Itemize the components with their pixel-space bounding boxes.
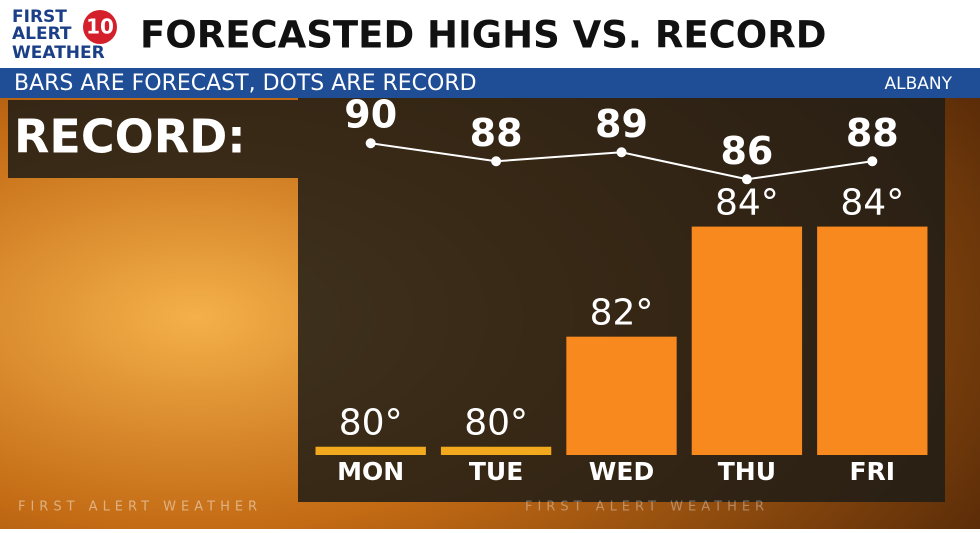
value-label: 80° (464, 403, 528, 444)
logo-number: 10 (86, 15, 114, 39)
value-label: 84° (715, 183, 779, 224)
logo-text: ALERT (12, 24, 72, 44)
x-tick-label: WED (589, 457, 654, 486)
record-dot (365, 138, 376, 149)
logo-text: WEATHER (12, 43, 105, 63)
bar (440, 446, 552, 455)
watermark: FIRST ALERT WEATHER (18, 500, 262, 515)
record-dot (616, 147, 627, 158)
bar (315, 446, 426, 455)
record-label-box (8, 100, 298, 178)
chart-title: FORECASTED HIGHS VS. RECORD (140, 14, 826, 57)
record-label: 88 (470, 111, 523, 155)
subtitle-bar (0, 68, 980, 98)
value-label: 84° (840, 183, 904, 224)
record-label: 90 (344, 93, 397, 137)
x-tick-label: MON (337, 457, 404, 486)
watermark: FIRST ALERT WEATHER (525, 500, 769, 515)
location: ALBANY (885, 74, 953, 94)
header-bar (0, 0, 980, 68)
record-label: 86 (720, 129, 773, 173)
bar (817, 226, 928, 455)
record-dot (867, 156, 878, 167)
logo-text: FIRST (12, 7, 67, 27)
x-tick-label: FRI (849, 457, 895, 486)
record-label: 88 (846, 111, 899, 155)
x-tick-label: TUE (469, 457, 523, 486)
record-label: RECORD: (14, 110, 246, 164)
x-tick-label: THU (718, 457, 776, 486)
bar (566, 336, 677, 455)
value-label: 80° (339, 403, 403, 444)
record-dot (741, 174, 752, 185)
record-dot (491, 156, 502, 167)
bar (691, 226, 803, 455)
record-label: 89 (595, 102, 648, 146)
subtitle: BARS ARE FORECAST, DOTS ARE RECORD (14, 71, 477, 96)
logo-badge (83, 10, 117, 44)
value-label: 82° (590, 293, 654, 334)
